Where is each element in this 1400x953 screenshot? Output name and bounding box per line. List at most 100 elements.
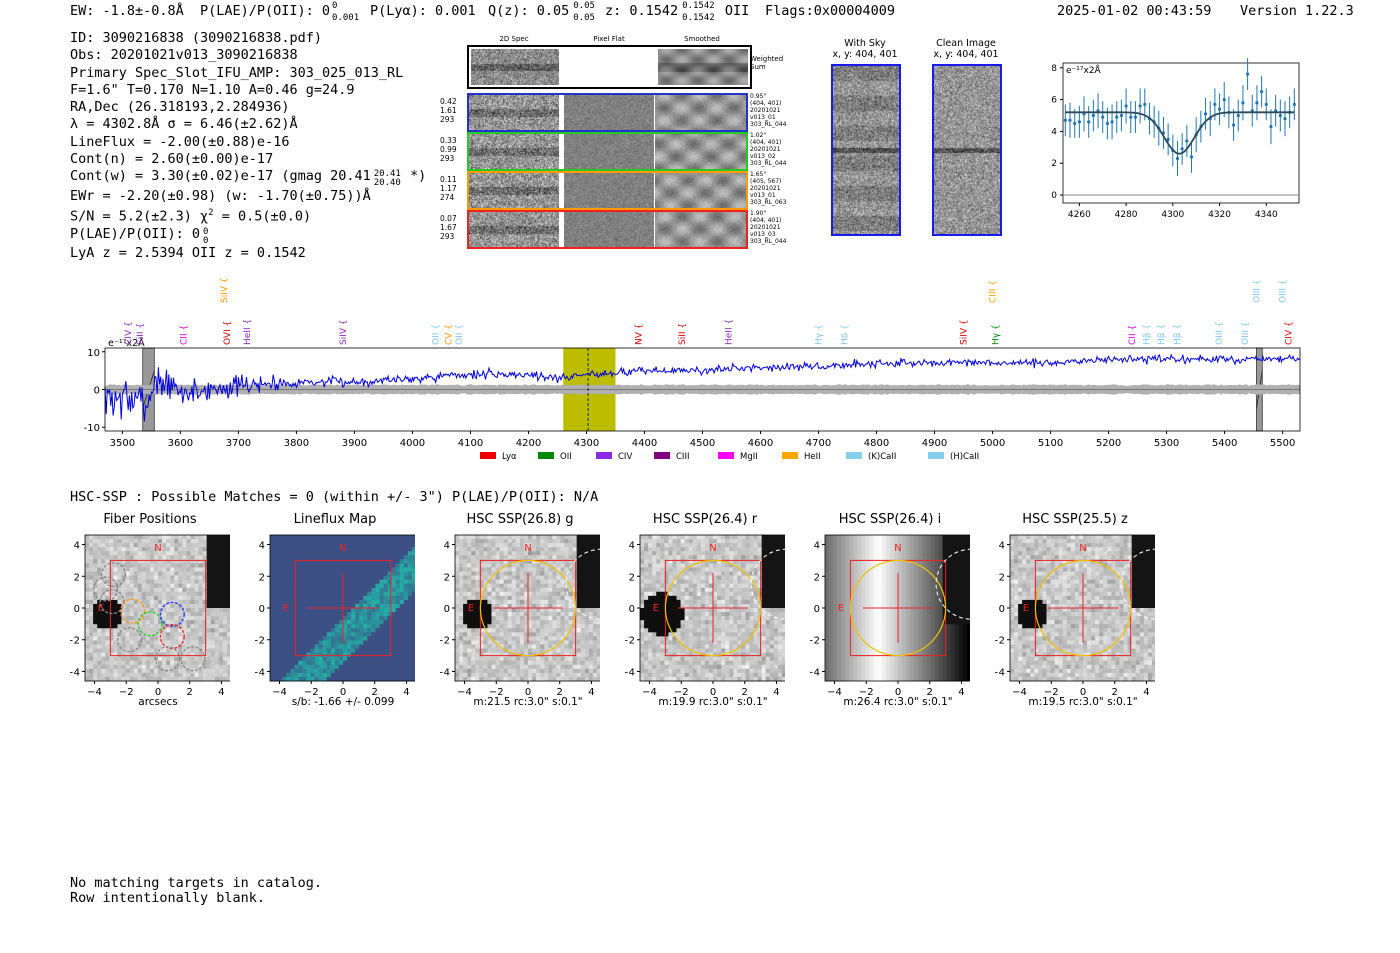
hsc-pixel xyxy=(186,656,191,662)
hsc-pixel xyxy=(528,539,533,544)
hsc-pixel xyxy=(367,668,372,674)
hsc-pixel xyxy=(355,543,360,548)
hsc-pixel xyxy=(202,591,208,597)
hsc-pixel xyxy=(330,624,336,629)
hsc-pixel xyxy=(290,551,295,556)
hsc-pixel xyxy=(503,575,509,581)
hsc-pixel xyxy=(314,616,320,621)
hsc-pixel xyxy=(190,652,195,658)
hsc-pixel xyxy=(552,652,557,658)
hsc-pixel xyxy=(186,664,191,670)
hsc-pixel xyxy=(206,539,212,544)
hsc-pixel xyxy=(676,535,682,540)
hsc-pixel xyxy=(314,608,320,613)
hsc-pixel xyxy=(286,535,291,540)
hsc-pixel xyxy=(532,567,537,572)
hsc-pixel xyxy=(544,583,549,589)
hsc-pixel xyxy=(375,620,380,625)
hsc-pixel xyxy=(596,620,600,625)
hsc-pixel xyxy=(688,547,694,552)
hsc-pixel xyxy=(684,543,690,548)
hsc-pixel xyxy=(387,652,393,658)
hsc-pixel xyxy=(584,636,590,641)
hsc-pixel xyxy=(166,579,171,585)
hsc-pixel xyxy=(166,636,171,641)
hsc-pixel xyxy=(483,608,488,613)
hsc-pixel xyxy=(218,676,224,682)
hsc-pixel xyxy=(274,547,279,552)
hsc-pixel xyxy=(479,660,484,666)
hsc-pixel xyxy=(363,648,368,654)
hsc-pixel xyxy=(765,599,771,605)
hsc-pixel xyxy=(487,563,492,568)
hsc-pixel xyxy=(121,656,127,662)
hsc-pixel xyxy=(781,575,785,581)
hsc-pixel xyxy=(149,579,155,585)
hsc-pixel xyxy=(777,575,783,581)
hsc-pixel xyxy=(411,583,415,589)
hsc-pixel xyxy=(286,668,291,674)
info-sn-sup: 2 xyxy=(208,207,214,218)
hsc-pixel xyxy=(391,591,397,597)
hsc-pixel xyxy=(294,551,299,556)
hsc-pixel xyxy=(97,656,102,662)
hsc-pixel xyxy=(491,539,497,544)
hsc-pixel xyxy=(206,624,212,629)
hsc-pixel xyxy=(338,591,344,597)
hsc-pixel xyxy=(487,676,492,682)
hsc-pixel xyxy=(725,535,730,540)
spec2d-right-value: 303_RL_044 xyxy=(750,238,787,245)
hsc-pixel xyxy=(391,551,397,556)
hsc-pixel xyxy=(552,547,557,552)
hsc-pixel xyxy=(270,559,275,564)
spectrum-ytick-label: 0 xyxy=(94,386,100,397)
hsc-pixel xyxy=(198,575,204,581)
hsc-pixel xyxy=(145,672,151,678)
hsc-pixel xyxy=(499,535,505,540)
hsc-pixel xyxy=(471,636,476,641)
hsc-pixel xyxy=(519,555,525,560)
hsc-pixel xyxy=(495,624,501,629)
hsc-pixel xyxy=(676,567,682,572)
hsc-pixel xyxy=(282,587,287,593)
hsc-pixel xyxy=(117,587,122,593)
hsc-pixel xyxy=(668,543,673,548)
hsc-pixel xyxy=(302,567,307,572)
hsc-pixel xyxy=(194,567,200,572)
hsc-pixel xyxy=(202,636,208,641)
hsc-pixel xyxy=(198,539,204,544)
hsc-pixel xyxy=(343,632,348,637)
hsc-pixel xyxy=(298,628,303,633)
hsc-pixel xyxy=(194,579,200,585)
hsc-pixel xyxy=(391,608,397,613)
hsc-pixel xyxy=(556,539,561,544)
hsc-pixel xyxy=(347,563,352,568)
hsc-pixel xyxy=(407,676,413,682)
hsc-pixel xyxy=(334,608,340,613)
hsc-pixel xyxy=(347,559,352,564)
hsc-pixel xyxy=(97,579,102,585)
hsc-summary: HSC-SSP : Possible Matches = 0 (within +… xyxy=(70,489,599,505)
hsc-pixel xyxy=(174,608,179,613)
hsc-pixel xyxy=(556,632,561,637)
hsc-pixel xyxy=(210,599,216,605)
hsc-pixel xyxy=(109,640,114,645)
hsc-pixel xyxy=(141,567,147,572)
hsc-pixel xyxy=(523,636,529,641)
hsc-pixel xyxy=(290,599,295,605)
hsc-pixel xyxy=(375,616,380,621)
hsc-pixel xyxy=(278,555,283,560)
hsc-pixel xyxy=(403,583,409,589)
hsc-pixel xyxy=(487,632,492,637)
hsc-pixel xyxy=(85,551,90,556)
hsc-pixel xyxy=(676,599,682,605)
hsc-pixel xyxy=(298,571,303,577)
hsc-pixel xyxy=(765,539,771,544)
hsc-pixel xyxy=(761,559,767,564)
hsc-pixel xyxy=(274,640,279,645)
hsc-pixel xyxy=(515,632,521,637)
hsc-pixel xyxy=(141,579,147,585)
hsc-pixel xyxy=(596,555,600,560)
hsc-pixel xyxy=(190,571,195,577)
hsc-pixel xyxy=(153,620,159,625)
